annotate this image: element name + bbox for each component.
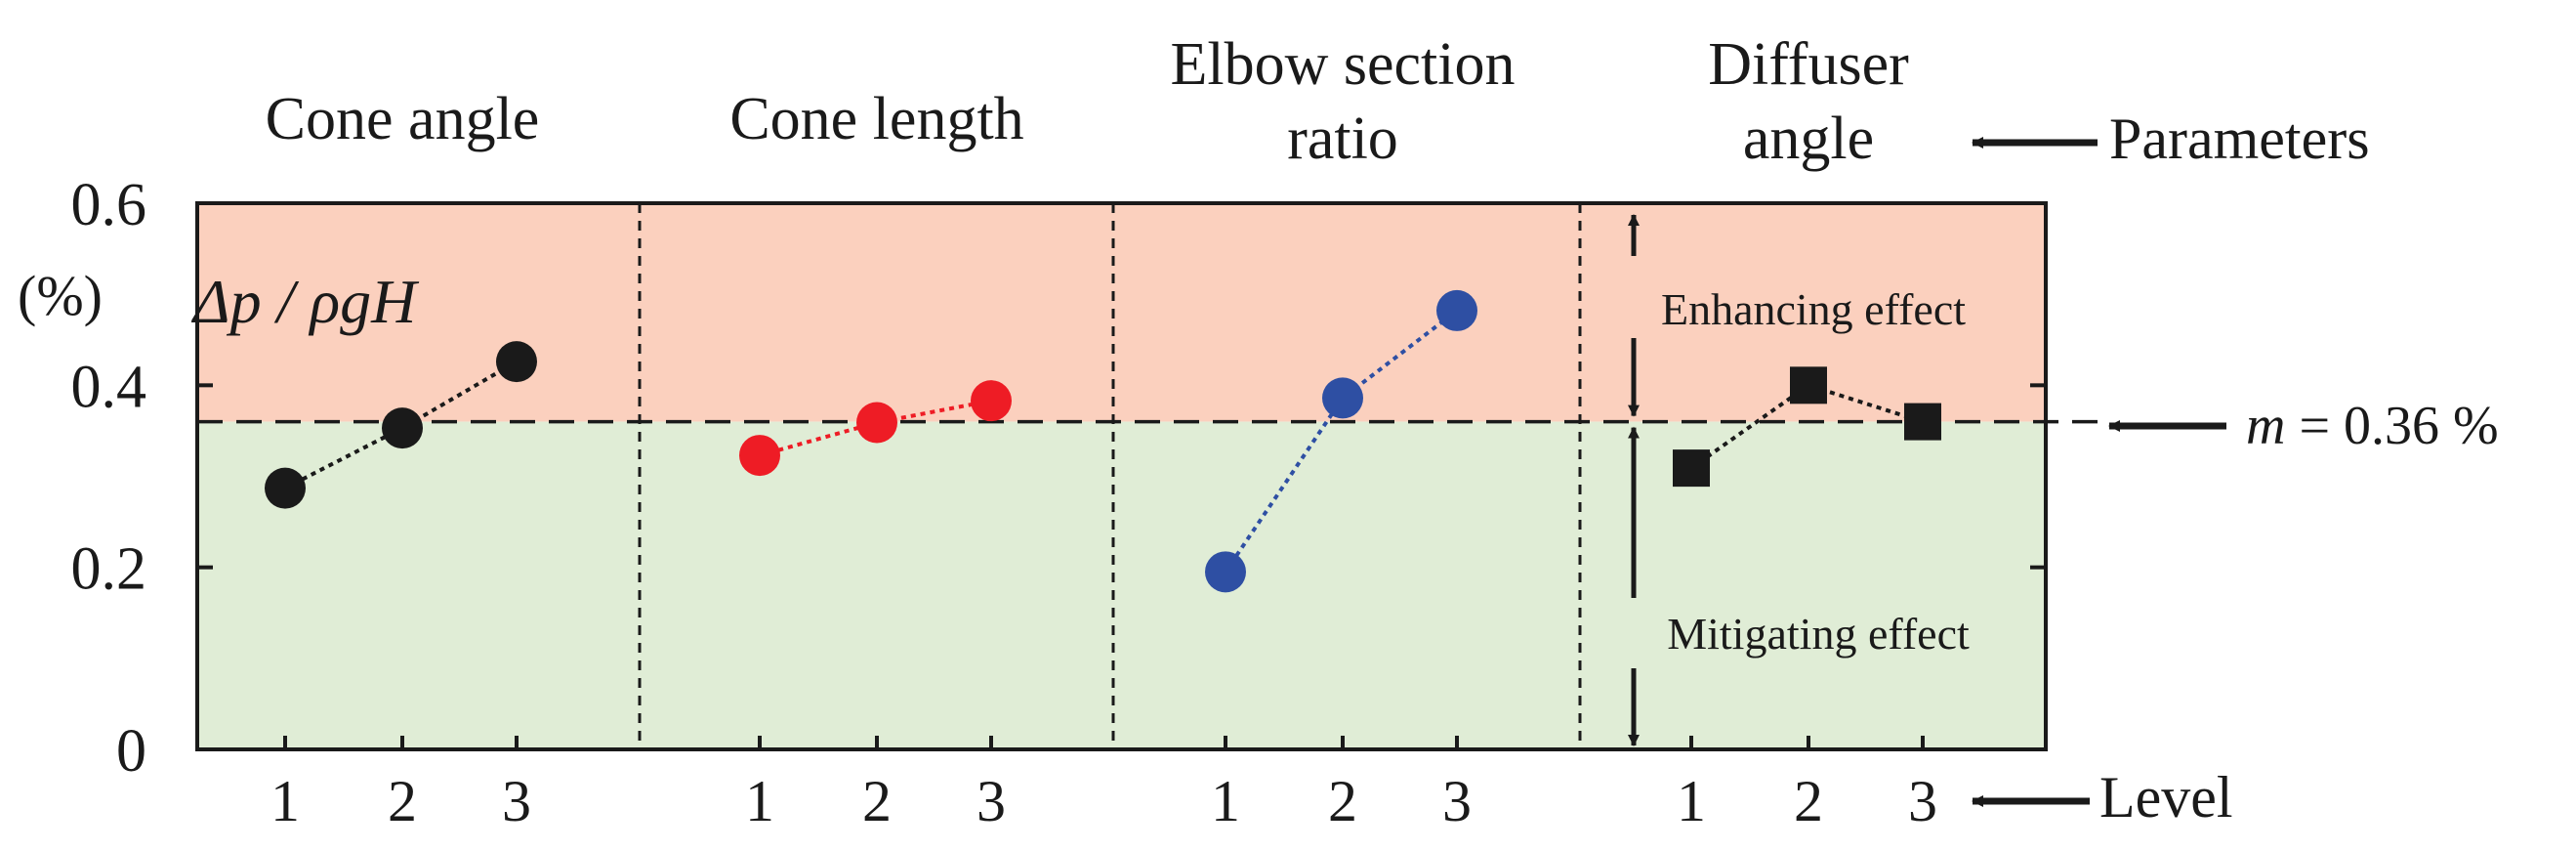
series-3-point-1 xyxy=(1205,551,1246,593)
parameter-title-3-line-1: Elbow section xyxy=(1171,31,1516,98)
level-tick-label-4-1: 1 xyxy=(1677,769,1706,833)
level-tick-label-1-1: 1 xyxy=(270,769,300,833)
level-tick-label-3-2: 2 xyxy=(1328,769,1357,833)
parameter-title-4-line-2: angle xyxy=(1743,106,1874,172)
level-tick-label-3-3: 3 xyxy=(1442,769,1472,833)
mean-label: m = 0.36 % xyxy=(2246,396,2499,456)
series-1-point-1 xyxy=(265,467,306,509)
level-tick-label-4-2: 2 xyxy=(1794,769,1823,833)
series-3-point-3 xyxy=(1436,289,1477,331)
y-tick-label-0: 0 xyxy=(116,718,146,785)
level-tick-label-3-1: 1 xyxy=(1211,769,1240,833)
series-2-point-3 xyxy=(971,380,1012,422)
plot-frame xyxy=(195,201,2048,751)
level-tick-label-2-2: 2 xyxy=(862,769,892,833)
y-tick-label-3: 0.6 xyxy=(71,172,147,238)
series-4-point-3 xyxy=(1904,403,1941,441)
level-label: Level xyxy=(2099,765,2233,830)
parameter-title-3-line-2: ratio xyxy=(1287,106,1398,172)
mitigating-effect-label: Mitigating effect xyxy=(1667,609,1970,659)
series-2-point-1 xyxy=(739,435,780,477)
parameter-title-1-line-1: Cone angle xyxy=(266,86,540,152)
series-1-point-3 xyxy=(496,341,537,383)
series-4-point-1 xyxy=(1673,449,1710,488)
y-tick-label-1: 0.2 xyxy=(71,536,147,603)
series-1: Cone angle 1 2 3 xyxy=(265,86,539,833)
series-2-point-2 xyxy=(856,402,897,444)
parameters-label: Parameters xyxy=(2109,106,2370,171)
series-2: Cone length 1 2 3 xyxy=(729,86,1023,833)
level-tick-label-2-1: 1 xyxy=(745,769,774,833)
series-3-point-2 xyxy=(1322,377,1363,419)
series-4: Diffuser angle 1 2 3 xyxy=(1673,31,1941,833)
mitigating-band xyxy=(197,421,2046,749)
level-tick-label-4-3: 3 xyxy=(1908,769,1937,833)
y-axis-unit: (%) xyxy=(18,264,103,327)
series-3: Elbow section ratio 1 2 3 xyxy=(1171,31,1516,833)
y-tick-label-2: 0.4 xyxy=(71,354,147,420)
series-4-point-2 xyxy=(1790,366,1827,404)
level-tick-label-1-3: 3 xyxy=(502,769,531,833)
mean-label-value: = 0.36 % xyxy=(2285,396,2498,456)
enhancing-band xyxy=(197,203,2046,422)
enhancing-effect-label: Enhancing effect xyxy=(1661,284,1966,334)
parameter-title-4-line-1: Diffuser xyxy=(1708,31,1909,98)
mean-label-symbol: m xyxy=(2246,396,2285,456)
series-1-point-2 xyxy=(382,407,423,449)
level-tick-label-2-3: 3 xyxy=(976,769,1006,833)
y-axis-formula: Δp / ρgH xyxy=(190,267,420,336)
level-tick-label-1-2: 2 xyxy=(388,769,417,833)
parameter-title-2-line-1: Cone length xyxy=(729,86,1023,152)
